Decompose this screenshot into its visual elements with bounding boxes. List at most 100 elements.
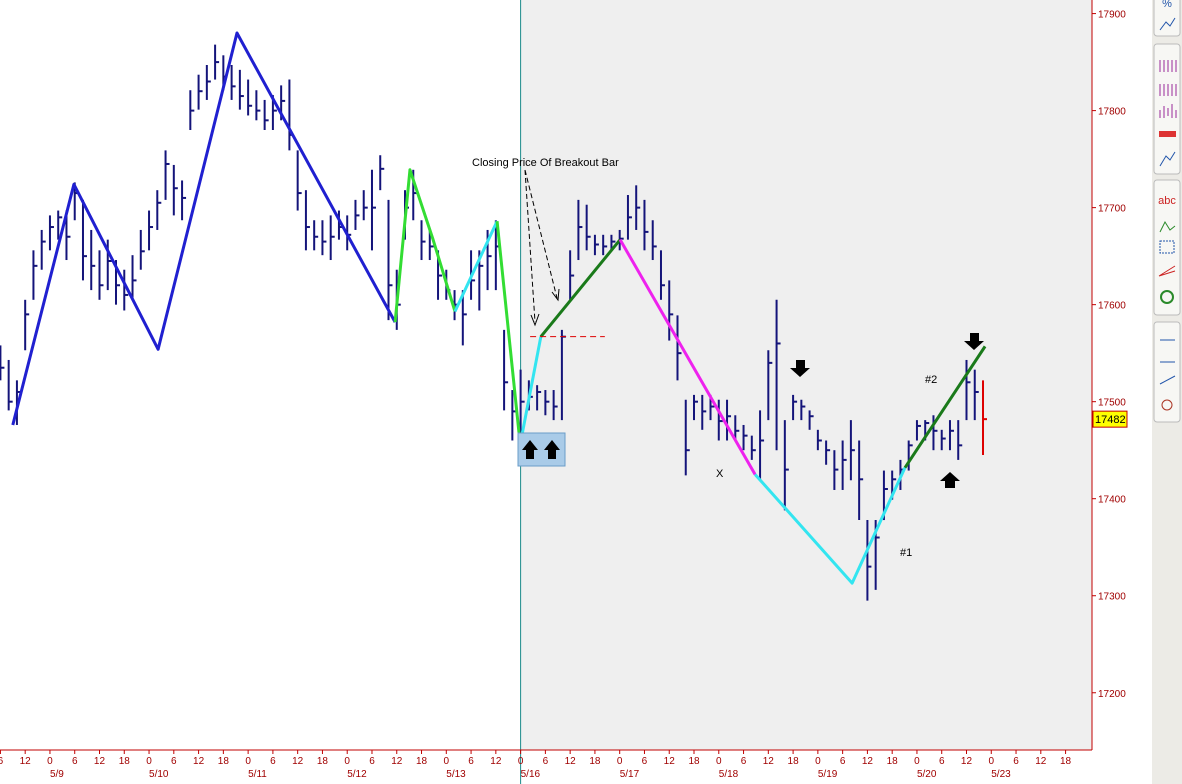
x-tick-label: 18 (317, 756, 329, 767)
x-tick-label: 12 (193, 756, 205, 767)
last-price-box (1092, 410, 1128, 428)
toolbar-button[interactable] (1161, 399, 1173, 411)
date-label: 5/16 (521, 769, 541, 780)
x-tick-label: 18 (887, 756, 899, 767)
x-tick-label: 18 (788, 756, 800, 767)
zigzag-line (495, 221, 522, 445)
y-tick-label: 17800 (1098, 107, 1126, 118)
up-arrow (940, 472, 960, 488)
date-label: 5/17 (620, 769, 640, 780)
zigzag-line (903, 345, 987, 469)
x-tick-label: 18 (218, 756, 230, 767)
toolbar-button[interactable] (1159, 104, 1177, 118)
last-price-label: 17482 (1095, 414, 1126, 426)
toolbar-group (1153, 0, 1181, 37)
annotation: X (716, 468, 724, 480)
annotation-arrowhead (530, 288, 560, 327)
x-tick-label: 6 (543, 756, 549, 767)
x-tick-label: 12 (763, 756, 775, 767)
toolbar-button[interactable] (1159, 60, 1177, 96)
date-label: 5/20 (917, 769, 937, 780)
x-tick-label: 6 (468, 756, 474, 767)
zigzag-line (518, 336, 543, 445)
date-label: 5/12 (347, 769, 367, 780)
toolbar-group (1153, 321, 1181, 423)
x-tick-label: 6 (369, 756, 375, 767)
toolbar-button[interactable] (1159, 220, 1176, 233)
toolbar-button[interactable] (1159, 17, 1176, 31)
annotation-arrow (524, 169, 558, 323)
x-tick-label: 0 (815, 756, 821, 767)
zigzag-line (753, 467, 907, 585)
x-tick-label: 6 (741, 756, 747, 767)
y-tick-label: 17600 (1098, 301, 1126, 312)
down-arrow (964, 333, 984, 350)
x-tick-label: 18 (1060, 756, 1072, 767)
date-label: 5/18 (719, 769, 739, 780)
y-tick-label: 17500 (1098, 398, 1126, 409)
x-tick-label: 6 (939, 756, 945, 767)
x-tick-label: 0 (444, 756, 450, 767)
toolbar-button[interactable]: abc (1158, 195, 1176, 207)
zigzag-line (539, 238, 622, 338)
date-label: 5/19 (818, 769, 838, 780)
x-tick-label: 0 (344, 756, 350, 767)
toolbar-button[interactable] (1159, 339, 1176, 385)
x-tick-label: 6 (72, 756, 78, 767)
x-tick-label: 6 (0, 756, 4, 767)
y-tick-label: 17300 (1098, 592, 1126, 603)
x-tick-label: 12 (20, 756, 32, 767)
toolbar-button[interactable] (1159, 151, 1176, 167)
x-tick-label: 18 (589, 756, 601, 767)
toolbar-button[interactable] (1159, 131, 1176, 137)
zigzag-line (453, 220, 499, 313)
session-background (520, 0, 1092, 750)
x-tick-label: 12 (391, 756, 403, 767)
x-tick-label: 0 (617, 756, 623, 767)
x-tick-label: 12 (862, 756, 874, 767)
x-tick-label: 0 (245, 756, 251, 767)
annotation: Closing Price Of Breakout Bar (472, 157, 619, 169)
toolbar-group (1153, 43, 1181, 175)
x-tick-label: 0 (146, 756, 152, 767)
zigzag-line (393, 168, 457, 323)
x-tick-label: 18 (416, 756, 428, 767)
x-tick-label: 6 (171, 756, 177, 767)
x-tick-label: 6 (642, 756, 648, 767)
toolbar-group (1153, 179, 1181, 316)
x-tick-label: 12 (292, 756, 304, 767)
y-tick-label: 17200 (1098, 689, 1126, 700)
toolbar-button[interactable] (1159, 240, 1175, 254)
x-tick-label: 18 (119, 756, 131, 767)
x-tick-label: 0 (716, 756, 722, 767)
date-label: 5/23 (991, 769, 1011, 780)
x-tick-label: 6 (270, 756, 276, 767)
date-label: 5/13 (446, 769, 466, 780)
date-label: 5/9 (50, 769, 64, 780)
up-arrow (522, 440, 560, 459)
zigzag-line (11, 31, 397, 426)
toolbar-button[interactable]: % (1162, 0, 1172, 10)
zigzag-line (618, 238, 757, 476)
x-tick-label: 0 (914, 756, 920, 767)
date-label: 5/10 (149, 769, 169, 780)
x-tick-label: 12 (961, 756, 973, 767)
x-tick-label: 0 (518, 756, 524, 767)
x-tick-label: 12 (490, 756, 502, 767)
toolbar-button[interactable] (1160, 290, 1174, 304)
annotation: #1 (900, 547, 912, 559)
x-tick-label: 0 (988, 756, 994, 767)
y-tick-label: 17700 (1098, 204, 1126, 215)
x-tick-label: 12 (565, 756, 577, 767)
down-arrow (790, 360, 810, 377)
x-tick-label: 12 (664, 756, 676, 767)
x-tick-label: 12 (1035, 756, 1047, 767)
y-tick-label: 17900 (1098, 10, 1126, 21)
x-tick-label: 0 (47, 756, 53, 767)
x-tick-label: 18 (688, 756, 700, 767)
toolbar-button[interactable] (1158, 265, 1176, 277)
annotation: #2 (925, 374, 937, 386)
x-tick-label: 6 (1013, 756, 1019, 767)
